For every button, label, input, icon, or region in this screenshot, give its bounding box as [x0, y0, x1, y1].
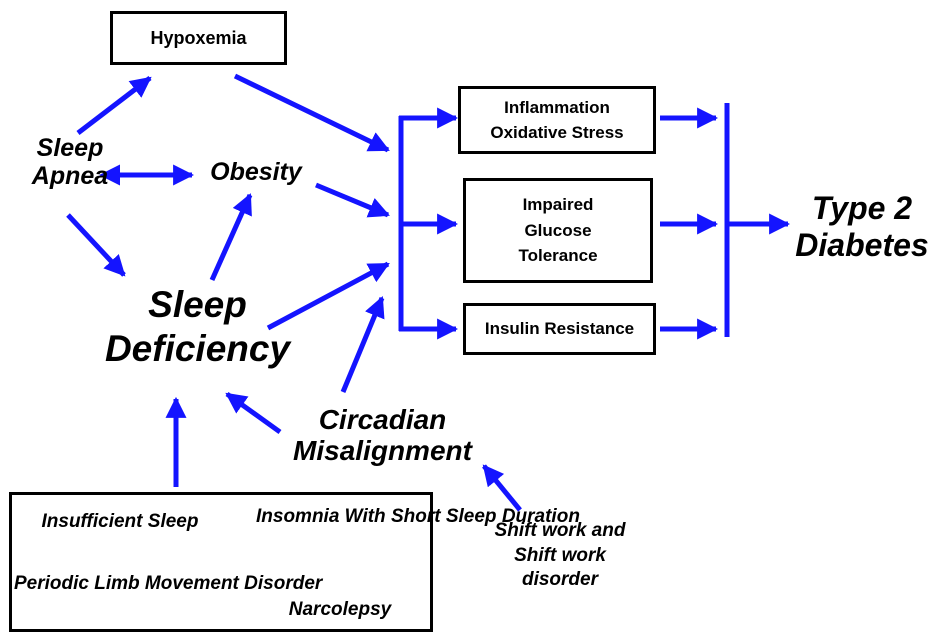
shift-work-label: Shift work and Shift work disorder	[470, 519, 650, 593]
sleep-disorders-box	[9, 492, 433, 632]
arrow-shiftwork-to-circadian	[482, 464, 522, 512]
insulin-resistance-box: Insulin Resistance	[463, 303, 656, 355]
insufficient-sleep-item: Insufficient Sleep	[40, 510, 200, 533]
circadian-line-1: Circadian	[318, 404, 447, 435]
narcolepsy-text: Narcolepsy	[288, 599, 392, 620]
obesity-label: Obesity	[196, 158, 316, 186]
inflammation-line-2: Oxidative Stress	[490, 123, 624, 142]
periodic-limb-line-1: Periodic Limb	[14, 573, 140, 594]
hypoxemia-label: Hypoxemia	[150, 27, 247, 48]
type2-diabetes-line-2: Diabetes	[795, 226, 929, 263]
shift-work-line-3: disorder	[521, 569, 599, 591]
insufficient-sleep-line-2: Sleep	[147, 511, 199, 532]
impaired-glucose-line-3: Tolerance	[518, 246, 598, 266]
obesity-text: Obesity	[210, 158, 302, 186]
periodic-limb-item: Periodic Limb Movement Disorder	[14, 572, 322, 595]
insomnia-item: Insomnia With Short Sleep Duration	[256, 505, 580, 528]
inflammation-box: Inflammation Oxidative Stress	[458, 86, 656, 154]
arrow-apnea-to-deficiency	[66, 213, 126, 277]
arrow-hypoxemia-to-junction	[233, 73, 390, 153]
impaired-glucose-line-1: Impaired	[522, 195, 594, 215]
insomnia-line-2: Short Sleep	[390, 506, 497, 527]
type2-diabetes-label: Type 2 Diabetes	[792, 190, 932, 264]
shift-work-line-2: Shift work	[514, 544, 606, 566]
insufficient-sleep-line-1: Insufficient	[41, 511, 143, 532]
insomnia-line-1: Insomnia With	[256, 506, 386, 527]
sleep-deficiency-label: Sleep Deficiency	[100, 283, 295, 372]
arrow-deficiency-to-junction	[266, 261, 390, 331]
type2-diabetes-line-1: Type 2	[811, 190, 913, 226]
impaired-glucose-box: Impaired Glucose Tolerance	[463, 178, 653, 283]
sleep-deficiency-line-2: Deficiency	[104, 328, 291, 370]
arrow-circadian-to-deficiency	[225, 391, 282, 435]
narcolepsy-item: Narcolepsy	[270, 598, 410, 621]
circadian-misalignment-label: Circadian Misalignment	[290, 404, 475, 467]
arrow-deficiency-to-obesity	[209, 193, 253, 282]
hypoxemia-box: Hypoxemia	[110, 11, 287, 65]
shift-work-line-1: Shift work and	[494, 520, 626, 541]
insulin-resistance-text: Insulin Resistance	[484, 319, 635, 338]
inflammation-line-1: Inflammation	[504, 97, 610, 117]
circadian-line-2: Misalignment	[293, 435, 472, 467]
insomnia-line-3: Duration	[501, 506, 580, 527]
sleep-apnea-line-2: Apnea	[31, 162, 109, 190]
arrow-obesity-to-junction	[315, 182, 390, 218]
sleep-apnea-label: Sleep Apnea	[22, 134, 118, 190]
arrow-apnea-to-hypoxemia	[76, 76, 152, 135]
arrow-circadian-to-junction	[340, 296, 385, 393]
sleep-apnea-line-1: Sleep	[36, 134, 104, 162]
periodic-limb-line-2: Movement Disorder	[144, 573, 323, 594]
impaired-glucose-line-2: Glucose	[524, 220, 592, 240]
sleep-deficiency-line-1: Sleep	[148, 284, 247, 325]
